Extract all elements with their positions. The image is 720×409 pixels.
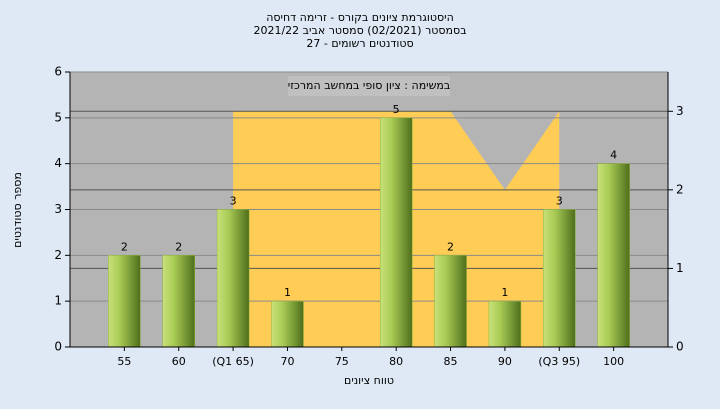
y2-tick-label: 1 [676, 261, 684, 275]
y-tick-label: 0 [54, 340, 62, 354]
x-tick-label: 100 [603, 355, 624, 368]
y-tick-label: 2 [54, 248, 62, 262]
y-tick-label: 3 [54, 202, 62, 216]
data-label: 2 [447, 240, 454, 253]
y2-tick-label: 2 [676, 182, 684, 196]
data-label: 2 [175, 240, 182, 253]
x-tick-label: 80 [389, 355, 403, 368]
bar [216, 209, 250, 348]
data-label: 1 [501, 286, 508, 299]
x-tick-label: 70 [280, 355, 294, 368]
annotation-box [288, 76, 450, 96]
bar [434, 255, 467, 348]
x-tick-label: (Q1 65) [212, 355, 254, 368]
chart-title: היסטוגרמת ציונים בקורס - זרימה דחיסה [266, 11, 454, 24]
data-label: 4 [610, 149, 617, 162]
annotation: במשימה : ציון סופי במחשב המרכזי [288, 79, 451, 92]
data-label: 3 [230, 195, 237, 208]
y-tick-label: 6 [54, 65, 62, 79]
bar [108, 255, 141, 348]
y-tick-label: 1 [54, 294, 62, 308]
chart-title: בסמסטר (02/2021) סמסטר אביב 2021/22 [253, 24, 466, 37]
x-tick-label: 60 [172, 355, 186, 368]
bar [271, 300, 304, 348]
bar [488, 300, 522, 348]
bar [162, 255, 195, 348]
y-axis-label: מספר סטודנטים [11, 172, 24, 248]
y2-tick-label: 0 [676, 340, 684, 354]
plot-layer: 2 2 3 1 5 2 1 3 4 [70, 71, 668, 348]
data-label: 2 [121, 240, 128, 253]
y-tick-label: 4 [54, 156, 62, 170]
x-tick-label: 90 [498, 355, 512, 368]
y2-tick-label: 3 [676, 104, 684, 118]
bar [543, 209, 576, 348]
x-tick-label: 85 [444, 355, 458, 368]
y-tick-label: 5 [54, 110, 62, 124]
data-label: 3 [556, 195, 563, 208]
chart-title: סטודנטים רשומים - 27 [306, 37, 413, 50]
data-label: 1 [284, 286, 291, 299]
bar [597, 163, 630, 348]
data-label: 5 [393, 103, 400, 116]
x-tick-label: (Q3 95) [538, 355, 580, 368]
x-tick-label: 55 [117, 355, 131, 368]
bar [379, 117, 413, 348]
x-tick-label: 75 [335, 355, 349, 368]
x-axis-label: טווח ציונים [344, 374, 394, 387]
